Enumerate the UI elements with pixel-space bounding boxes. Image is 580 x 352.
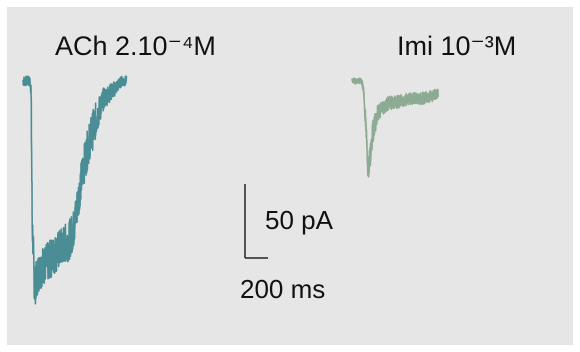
traces-group bbox=[22, 75, 439, 305]
imi-trace-title: Imi 10⁻³M bbox=[397, 31, 516, 61]
imi-current-trace bbox=[351, 77, 439, 178]
figure-panel: ACh 2.10⁻⁴M Imi 10⁻³M 50 pA 200 ms bbox=[7, 7, 573, 345]
ach-trace-title: ACh 2.10⁻⁴M bbox=[55, 31, 216, 61]
current-traces-plot: ACh 2.10⁻⁴M Imi 10⁻³M 50 pA 200 ms bbox=[22, 31, 516, 305]
ach-current-trace bbox=[22, 75, 128, 305]
scale-bar-current-label: 50 pA bbox=[265, 205, 334, 235]
scale-bar-time-label: 200 ms bbox=[240, 274, 325, 304]
